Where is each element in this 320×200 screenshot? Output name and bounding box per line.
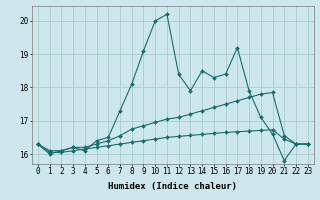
- X-axis label: Humidex (Indice chaleur): Humidex (Indice chaleur): [108, 182, 237, 191]
